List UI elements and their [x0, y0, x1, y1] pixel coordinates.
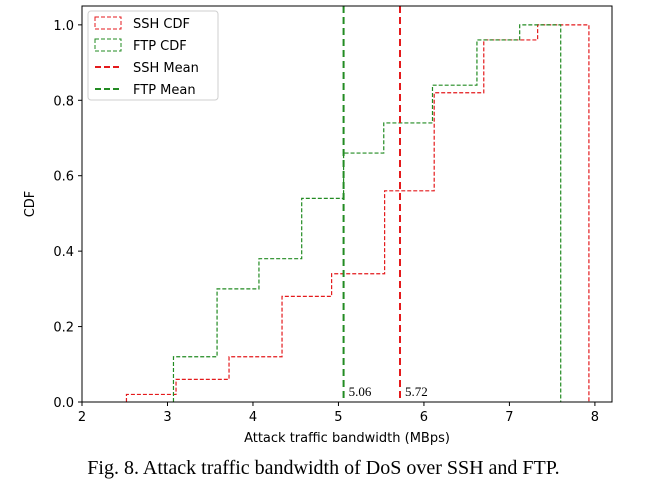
cdf-line-ftp-cdf [172, 24, 562, 402]
y-tick-label: 0.2 [53, 321, 74, 336]
legend-label-ssh-cdf: SSH CDF [133, 17, 190, 32]
x-tick-label: 4 [249, 410, 257, 425]
x-tick-label: 3 [163, 410, 171, 425]
figure-caption: Fig. 8. Attack traffic bandwidth of DoS … [87, 457, 560, 479]
y-tick-label: 0.8 [53, 94, 74, 109]
x-tick-label: 7 [505, 410, 513, 425]
y-tick-label: 0.0 [53, 396, 74, 411]
plot-frame [81, 5, 613, 403]
x-tick-label: 2 [78, 410, 86, 425]
legend-label-ftp-mean: FTP Mean [133, 83, 196, 98]
x-tick-label: 8 [591, 410, 599, 425]
plot-content: 5.72 5.06 [125, 6, 590, 402]
x-tick-label: 5 [334, 410, 342, 425]
legend-box [87, 10, 219, 101]
y-tick-label: 0.6 [53, 170, 74, 185]
legend-label-ftp-cdf: FTP CDF [133, 39, 187, 54]
mean-annotation-5-06: 5.06 [349, 384, 372, 399]
legend: SSH CDF FTP CDF SSH Mean FTP Mean [87, 10, 219, 101]
legend-label-ssh-mean: SSH Mean [133, 61, 199, 76]
cdf-line-ssh-cdf [125, 24, 590, 402]
x-axis-label: Attack traffic bandwidth (MBps) [244, 431, 450, 446]
y-tick-label: 0.4 [53, 245, 74, 260]
axes: 2 3 4 5 6 7 8 0.0 0.2 0.4 0.6 0.8 1.0 [53, 19, 599, 425]
y-tick-label: 1.0 [53, 19, 74, 34]
y-axis-label: CDF [23, 191, 38, 218]
legend-swatch-ftp-cdf [94, 38, 122, 52]
legend-swatch-ssh-cdf [94, 16, 122, 30]
mean-annotation-5-72: 5.72 [405, 384, 428, 399]
x-tick-label: 6 [420, 410, 428, 425]
